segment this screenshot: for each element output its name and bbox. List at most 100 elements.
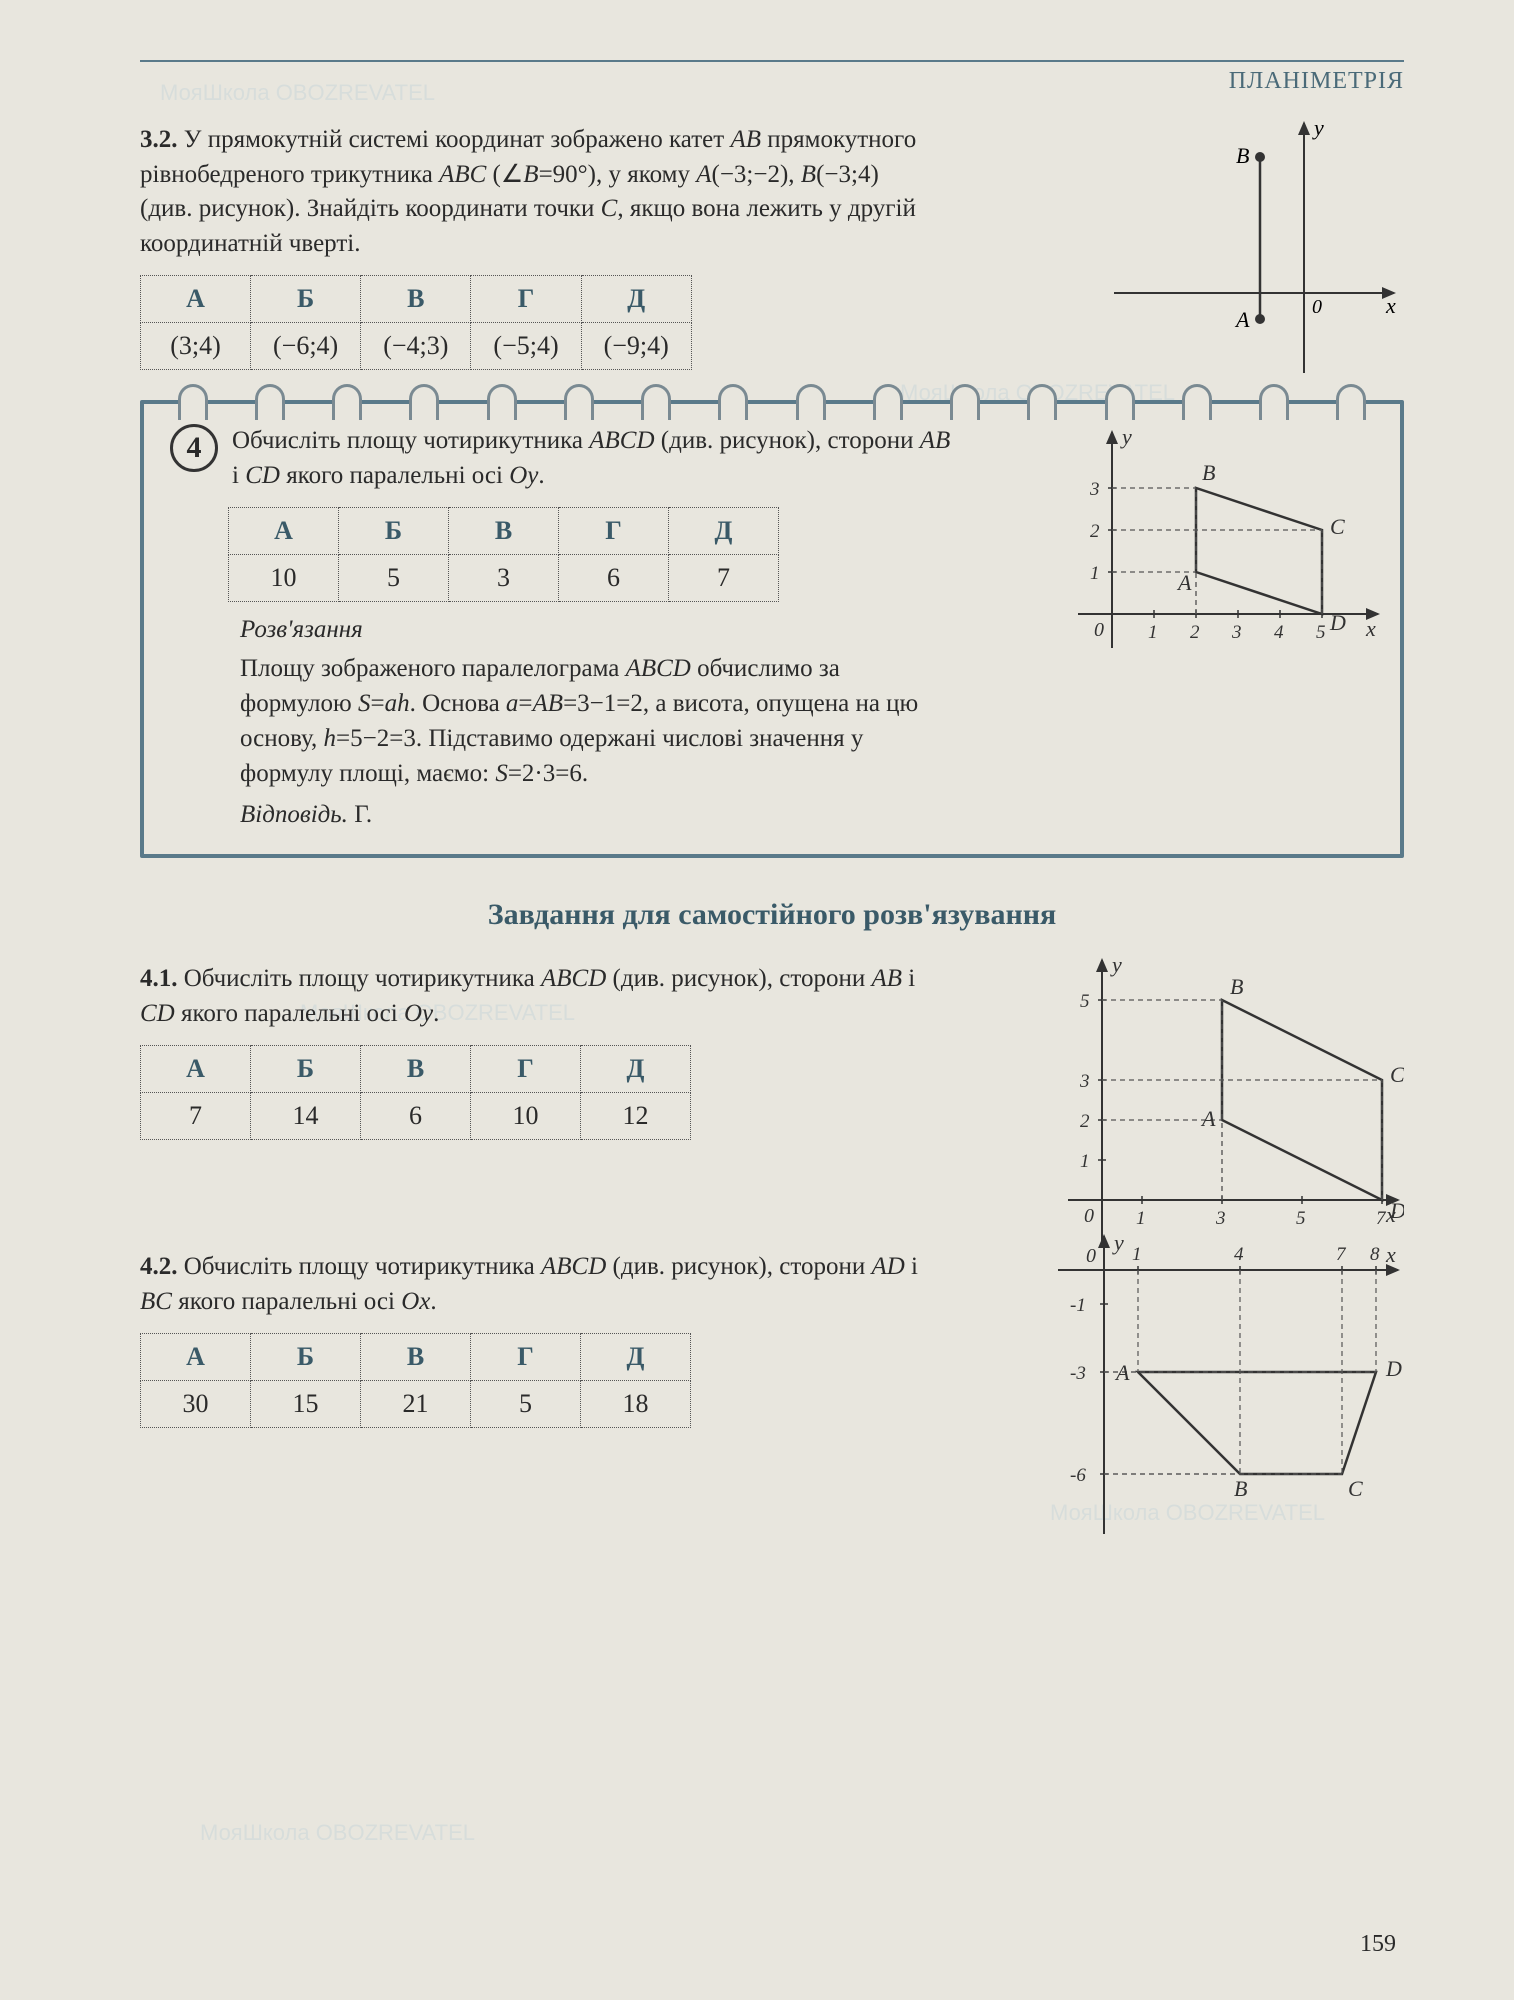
- problem-text: Обчисліть площу чотирикутника ABCD (див.…: [232, 424, 952, 493]
- grid-chart-icon: xy012345123ABCD: [1074, 424, 1384, 654]
- svg-text:-6: -6: [1070, 1465, 1086, 1486]
- problem-text: 3.2. У прямокутній системі координат зоб…: [140, 123, 920, 261]
- solution-text: Площу зображеного паралелограма ABCD обч…: [170, 651, 930, 791]
- ans-A: 10: [229, 555, 339, 602]
- svg-text:D: D: [1385, 1356, 1402, 1381]
- svg-text:D: D: [1329, 610, 1346, 635]
- svg-text:1: 1: [1136, 1208, 1146, 1229]
- svg-text:2: 2: [1090, 521, 1100, 542]
- svg-text:-1: -1: [1070, 1295, 1086, 1316]
- ans-V: 3: [449, 555, 559, 602]
- answer-table: А Б В Г Д (3;4) (−6;4) (−4;3) (−5;4) (−9…: [140, 275, 692, 370]
- svg-text:C: C: [1390, 1062, 1404, 1087]
- svg-text:D: D: [1389, 1198, 1404, 1223]
- svg-text:4: 4: [1274, 622, 1284, 643]
- problem-body: Обчисліть площу чотирикутника ABCD (див.…: [140, 1253, 918, 1315]
- svg-text:B: B: [1236, 143, 1249, 168]
- svg-text:0: 0: [1312, 296, 1322, 318]
- answer-label: Відповідь.: [240, 801, 348, 828]
- figure-3-2: x y 0 B A: [1104, 113, 1404, 388]
- coord-plane-icon: x y 0 B A: [1104, 113, 1404, 383]
- svg-text:0: 0: [1094, 619, 1104, 641]
- solution-block: Розв'язання Площу зображеного паралелогр…: [170, 612, 930, 832]
- svg-text:y: y: [1312, 115, 1324, 140]
- svg-text:2: 2: [1080, 1111, 1090, 1132]
- svg-text:2: 2: [1190, 622, 1200, 643]
- svg-text:y: y: [1110, 952, 1122, 977]
- col-G: Г: [471, 276, 581, 323]
- col-A: А: [141, 276, 251, 323]
- answer-table: АБВГД 7 14 6 10 12: [140, 1045, 691, 1140]
- page-number: 159: [1360, 1931, 1396, 1958]
- problem-3-2: 3.2. У прямокутній системі координат зоб…: [140, 123, 1404, 370]
- svg-text:1: 1: [1132, 1244, 1142, 1265]
- svg-text:3: 3: [1215, 1208, 1226, 1229]
- ans-A: 7: [141, 1093, 251, 1140]
- answer-table: АБВГД 30 15 21 5 18: [140, 1333, 691, 1428]
- figure-4-2: xy01478-1-3-6ABCD: [1054, 1230, 1404, 1545]
- ans-D: 12: [581, 1093, 691, 1140]
- svg-text:C: C: [1348, 1476, 1363, 1501]
- svg-text:8: 8: [1370, 1244, 1380, 1265]
- grid-chart-icon: xy013571235ABCD: [1064, 952, 1404, 1252]
- ans-B: 5: [339, 555, 449, 602]
- answer-table: АБВГД 10 5 3 6 7: [228, 507, 779, 602]
- answer-value: Г.: [354, 801, 372, 828]
- ans-V: 21: [361, 1381, 471, 1428]
- ans-G: 5: [471, 1381, 581, 1428]
- svg-text:5: 5: [1080, 991, 1090, 1012]
- watermark: МояШкола OBOZREVATEL: [200, 1820, 475, 1846]
- problem-number: 3.2.: [140, 126, 178, 153]
- ans-B: 14: [251, 1093, 361, 1140]
- ans-V: 6: [361, 1093, 471, 1140]
- svg-text:5: 5: [1316, 622, 1326, 643]
- ans-D: 18: [581, 1381, 691, 1428]
- problem-4-1: 4.1. Обчисліть площу чотирикутника ABCD …: [140, 962, 1404, 1140]
- header-rule: [140, 60, 1404, 62]
- grid-chart-icon: xy01478-1-3-6ABCD: [1054, 1230, 1404, 1540]
- problem-text: 4.2. Обчисліть площу чотирикутника ABCD …: [140, 1250, 920, 1319]
- svg-text:x: x: [1385, 293, 1396, 318]
- ans-G: 6: [559, 555, 669, 602]
- spiral-binding-icon: [144, 384, 1400, 420]
- svg-text:A: A: [1114, 1360, 1130, 1385]
- worked-example-box: 4 Обчисліть площу чотирикутника ABCD (ди…: [140, 400, 1404, 858]
- svg-text:7: 7: [1376, 1208, 1387, 1229]
- solution-label: Розв'язання: [170, 612, 930, 647]
- problem-body: У прямокутній системі координат зображен…: [140, 126, 916, 257]
- svg-text:1: 1: [1080, 1151, 1090, 1172]
- figure-4: xy012345123ABCD: [1074, 424, 1384, 659]
- svg-text:A: A: [1176, 570, 1192, 595]
- col-B: Б: [251, 276, 361, 323]
- svg-text:3: 3: [1231, 622, 1242, 643]
- ans-G: (−5;4): [471, 323, 581, 370]
- ans-V: (−4;3): [361, 323, 471, 370]
- ans-D: 7: [669, 555, 779, 602]
- svg-text:1: 1: [1148, 622, 1158, 643]
- svg-text:-3: -3: [1070, 1363, 1086, 1384]
- svg-text:1: 1: [1090, 563, 1100, 584]
- svg-text:0: 0: [1086, 1245, 1096, 1267]
- section-title: Завдання для самостійного розв'язування: [140, 898, 1404, 932]
- section-header: ПЛАНІМЕТРІЯ: [140, 68, 1404, 95]
- svg-text:B: B: [1202, 460, 1215, 485]
- svg-text:y: y: [1112, 1230, 1124, 1255]
- figure-4-1: xy013571235ABCD: [1064, 952, 1404, 1257]
- svg-text:5: 5: [1296, 1208, 1306, 1229]
- page: МояШкола OBOZREVATEL МояШкола OBOZREVATE…: [0, 0, 1514, 2000]
- svg-text:A: A: [1234, 307, 1250, 332]
- svg-text:x: x: [1385, 1242, 1396, 1267]
- ans-A: (3;4): [141, 323, 251, 370]
- col-V: В: [361, 276, 471, 323]
- svg-text:3: 3: [1089, 479, 1100, 500]
- svg-text:A: A: [1200, 1106, 1216, 1131]
- svg-text:B: B: [1230, 974, 1243, 999]
- problem-text: 4.1. Обчисліть площу чотирикутника ABCD …: [140, 962, 920, 1031]
- problem-number: 4.2.: [140, 1253, 178, 1280]
- svg-text:3: 3: [1079, 1071, 1090, 1092]
- ans-G: 10: [471, 1093, 581, 1140]
- svg-text:x: x: [1365, 616, 1376, 641]
- svg-text:4: 4: [1234, 1244, 1244, 1265]
- problem-body: Обчисліть площу чотирикутника ABCD (див.…: [140, 965, 915, 1027]
- problem-body: Обчисліть площу чотирикутника ABCD (див.…: [232, 427, 950, 489]
